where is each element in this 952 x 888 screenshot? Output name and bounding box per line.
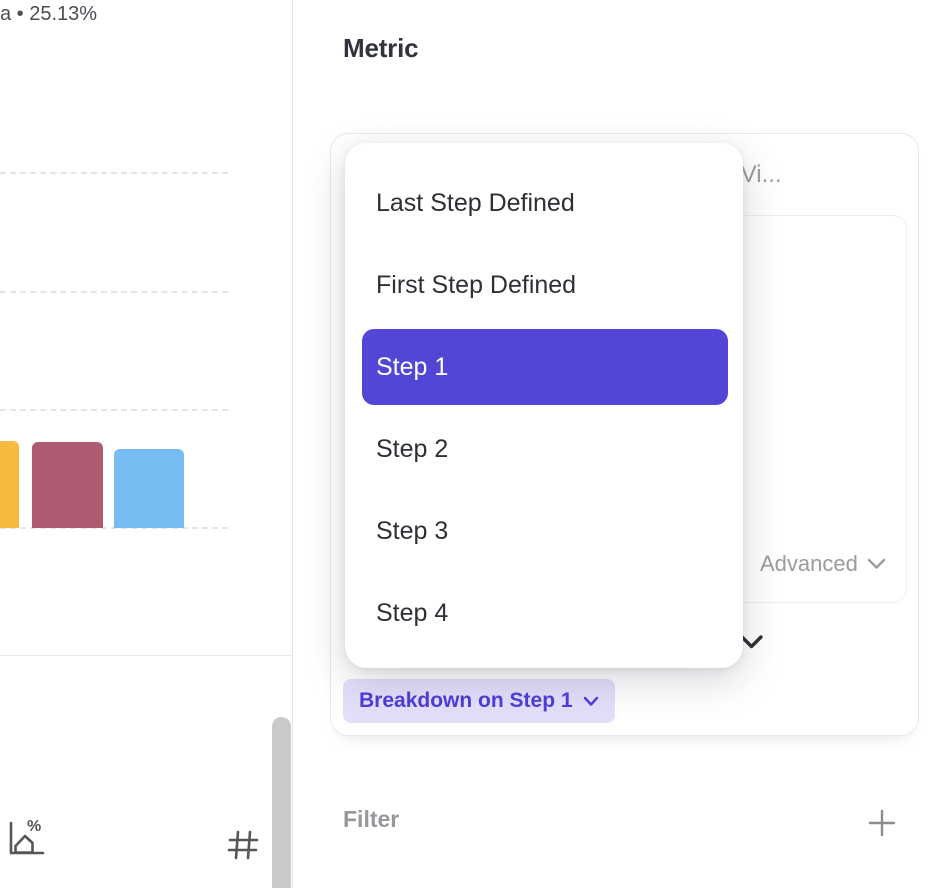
section-divider bbox=[0, 655, 293, 656]
bar-maroon[interactable] bbox=[32, 442, 103, 528]
percent-chart-icon: % bbox=[5, 816, 49, 860]
step-select-dropdown: Last Step Defined First Step Defined Ste… bbox=[345, 143, 743, 668]
breakdown-label: Breakdown on Step 1 bbox=[359, 689, 573, 712]
percent-chart-toggle-button[interactable]: % bbox=[4, 814, 50, 862]
menu-item-last-step-defined[interactable]: Last Step Defined bbox=[376, 188, 575, 217]
add-filter-button[interactable] bbox=[860, 801, 904, 845]
menu-item-step-1[interactable]: Step 1 bbox=[362, 329, 728, 405]
filter-section-title: Filter bbox=[343, 806, 400, 832]
chart-panel: a • 25.13% % bbox=[0, 0, 293, 888]
menu-item-step-2[interactable]: Step 2 bbox=[376, 434, 449, 463]
menu-item-step-4[interactable]: Step 4 bbox=[376, 598, 449, 627]
vertical-scrollbar-thumb[interactable] bbox=[272, 717, 291, 888]
gridline bbox=[0, 172, 228, 174]
hash-grid-toggle-button[interactable] bbox=[222, 824, 264, 866]
advanced-label: Advanced bbox=[760, 551, 858, 576]
gridline-baseline bbox=[0, 527, 228, 529]
plus-icon bbox=[866, 807, 898, 839]
menu-item-first-step-defined[interactable]: First Step Defined bbox=[376, 270, 577, 299]
bar-orange[interactable] bbox=[0, 441, 19, 528]
gridline bbox=[0, 291, 228, 293]
menu-item-step-3[interactable]: Step 3 bbox=[376, 516, 449, 545]
breakdown-on-step-button[interactable]: Breakdown on Step 1 bbox=[343, 679, 615, 723]
bar-blue[interactable] bbox=[114, 449, 184, 528]
advanced-toggle[interactable]: Advanced bbox=[760, 550, 886, 578]
chevron-down-icon bbox=[739, 634, 764, 650]
gridline bbox=[0, 409, 228, 411]
hash-grid-icon bbox=[223, 825, 263, 865]
svg-text:%: % bbox=[27, 818, 41, 835]
chevron-down-icon bbox=[583, 696, 599, 707]
metric-expander-button[interactable] bbox=[739, 634, 764, 650]
chevron-down-icon bbox=[867, 558, 886, 570]
metric-section-title: Metric bbox=[343, 33, 419, 63]
legend-label: a • 25.13% bbox=[0, 3, 98, 25]
